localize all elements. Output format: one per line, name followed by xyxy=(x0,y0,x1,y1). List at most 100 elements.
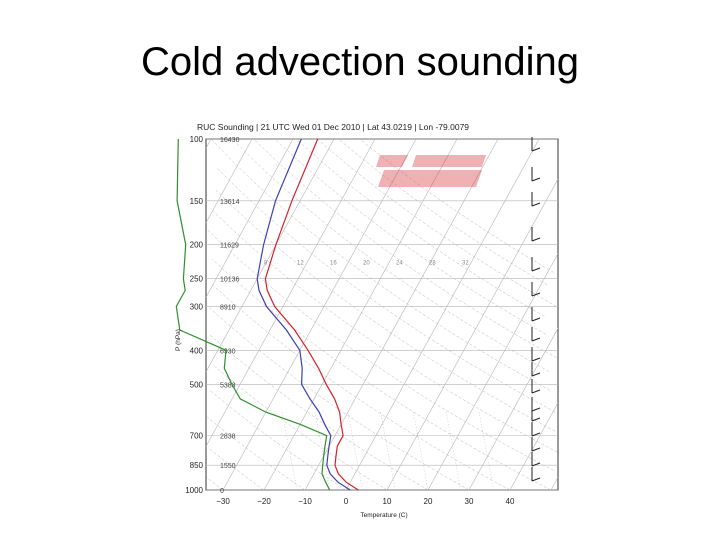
height-label-850: 1550 xyxy=(220,463,236,470)
x-tick-label: 0 xyxy=(344,497,349,506)
height-label-200: 11629 xyxy=(220,243,239,250)
height-label-250: 10136 xyxy=(220,277,240,284)
dry-adiabat xyxy=(207,306,470,491)
slide-title: Cold advection sounding xyxy=(140,40,580,84)
chart-title: RUC Sounding | 21 UTC Wed 01 Dec 2010 | … xyxy=(197,122,469,132)
mixing-ratio-line xyxy=(445,412,462,491)
mixing-ratio-label: 12 xyxy=(297,261,304,267)
mixing-ratio-label: 16 xyxy=(330,261,337,267)
isotherm-line xyxy=(263,138,458,491)
dry-adiabat xyxy=(208,334,429,491)
isotherm-line xyxy=(345,138,540,491)
dry-adiabat xyxy=(215,190,556,432)
x-axis-labels: −30 −20 −10 0 10 20 30 40 xyxy=(216,497,515,506)
mixing-ratio-line xyxy=(347,412,363,491)
wind-barb-flag xyxy=(531,267,541,272)
isotherm-line xyxy=(550,477,559,491)
wind-barb-flag xyxy=(531,147,541,152)
isotherm-line xyxy=(427,253,559,491)
dry-adiabat xyxy=(253,138,557,359)
pressure-label-850: 850 xyxy=(190,461,204,470)
wind-barb-flag xyxy=(531,337,541,342)
wind-barbs xyxy=(531,137,541,482)
grid-layer xyxy=(205,138,559,491)
wind-barb-flag xyxy=(531,372,541,377)
wind-barb-flag xyxy=(531,292,541,297)
wind-barb-flag xyxy=(531,177,541,182)
virtual-temperature-line xyxy=(256,138,351,491)
dry-adiabat xyxy=(210,138,551,391)
dewpoint-line xyxy=(175,138,331,491)
isotherm-line xyxy=(468,328,559,491)
wind-barb-flag xyxy=(531,237,541,242)
y-axis-labels: 100 150 200 250 300 400 500 700 850 1000 xyxy=(185,135,203,495)
dry-adiabat xyxy=(338,138,548,285)
wind-barb-flag xyxy=(531,432,541,437)
x-tick-label: 10 xyxy=(383,497,392,506)
mixing-ratio-line xyxy=(478,412,494,491)
mixing-ratio-label: 8 xyxy=(264,261,268,267)
x-tick-label: −30 xyxy=(216,497,230,506)
mixing-ratio-label: 32 xyxy=(462,261,469,267)
height-label-400: 6930 xyxy=(220,348,236,355)
dry-adiabat xyxy=(212,364,388,491)
dry-adiabat xyxy=(295,138,545,317)
dry-adiabat xyxy=(274,138,546,335)
pressure-label-500: 500 xyxy=(190,380,204,389)
mixing-ratio-label: 20 xyxy=(363,261,370,267)
y-axis-title: P (hPa) xyxy=(175,329,182,351)
mixing-ratio-line xyxy=(281,412,298,491)
dry-adiabat xyxy=(212,284,511,491)
mixing-ratio-label: 28 xyxy=(429,261,436,267)
isotherm-line xyxy=(386,178,559,491)
wind-barb-flag xyxy=(531,407,541,412)
wind-barb-flag xyxy=(531,417,541,422)
skewt-chart: RUC Sounding | 21 UTC Wed 01 Dec 2010 | … xyxy=(175,122,559,519)
height-label-1000: 0 xyxy=(220,488,224,495)
pressure-label-1000: 1000 xyxy=(185,486,203,495)
watermark-logo xyxy=(376,155,486,187)
mixing-ratio-label: 24 xyxy=(396,261,403,267)
isotherm-line xyxy=(205,138,212,149)
dry-adiabat xyxy=(206,228,554,471)
isotherm-line xyxy=(205,138,294,298)
mixing-ratio-line xyxy=(380,412,396,491)
pressure-label-100: 100 xyxy=(190,135,204,144)
wind-barb-flag xyxy=(531,389,541,394)
isotherm-line xyxy=(222,138,417,491)
dry-adiabat xyxy=(359,138,554,273)
series-layer xyxy=(175,138,359,491)
x-tick-label: −10 xyxy=(298,497,312,506)
wind-barb-flag xyxy=(531,462,541,467)
pressure-label-700: 700 xyxy=(190,432,204,441)
wind-barb-flag xyxy=(531,202,541,207)
pressure-label-400: 400 xyxy=(190,346,204,355)
wind-barb-flag xyxy=(531,317,541,322)
pressure-label-150: 150 xyxy=(190,197,204,206)
pressure-label-250: 250 xyxy=(190,275,204,284)
height-label-300: 8910 xyxy=(220,304,236,311)
temperature-line xyxy=(264,138,359,491)
x-tick-label: 40 xyxy=(506,497,515,506)
dry-adiabat xyxy=(232,138,550,372)
dry-adiabat xyxy=(212,210,558,453)
pressure-label-300: 300 xyxy=(190,302,204,311)
height-label-150: 13614 xyxy=(220,199,240,206)
isotherm-line xyxy=(205,138,376,447)
x-tick-label: −20 xyxy=(257,497,271,506)
x-tick-label: 30 xyxy=(465,497,474,506)
plot-frame xyxy=(205,138,559,491)
height-label-100: 16430 xyxy=(220,137,240,144)
isotherm-line xyxy=(304,138,499,491)
mixing-ratio-line xyxy=(314,412,330,491)
isotherm-line xyxy=(509,402,559,491)
height-label-700: 2838 xyxy=(220,434,236,441)
dry-adiabat xyxy=(215,166,556,413)
wind-barb-flag xyxy=(531,447,541,452)
dry-adiabat xyxy=(206,477,224,491)
mixing-ratio-labels: 8 12 16 20 24 28 32 xyxy=(264,261,469,267)
dry-adiabat xyxy=(208,448,265,491)
pressure-label-200: 200 xyxy=(190,241,204,250)
dry-adiabat xyxy=(212,259,552,491)
isotherm-line xyxy=(205,138,335,372)
